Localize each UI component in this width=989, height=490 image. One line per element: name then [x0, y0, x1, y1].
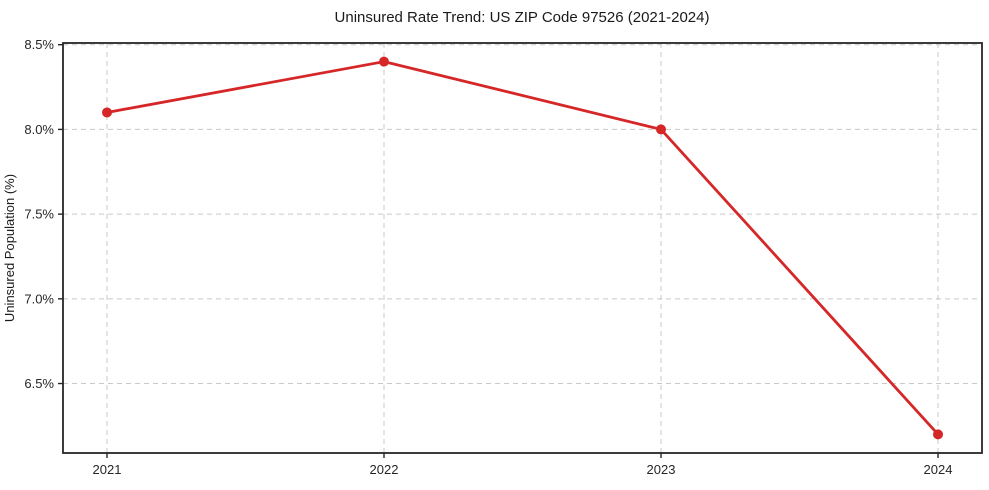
- y-tick-label: 6.5%: [24, 376, 54, 391]
- data-point-marker: [656, 124, 666, 135]
- y-axis-label: Uninsured Population (%): [2, 174, 17, 322]
- y-tick-label: 8.5%: [24, 37, 54, 52]
- x-tick-label: 2022: [370, 462, 399, 477]
- trend-line: [105, 60, 940, 436]
- line-series: [102, 56, 943, 440]
- data-point-marker: [102, 107, 112, 118]
- y-tick-label: 7.0%: [24, 291, 54, 306]
- data-point-marker: [933, 429, 943, 440]
- x-tick-label: 2021: [93, 462, 122, 477]
- chart-title: Uninsured Rate Trend: US ZIP Code 97526 …: [335, 9, 710, 26]
- x-tick-label: 2023: [647, 462, 676, 477]
- x-tick-label: 2024: [924, 462, 953, 477]
- y-tick-label: 7.5%: [24, 207, 54, 222]
- axes-spines: [58, 42, 983, 458]
- gridlines: [63, 43, 982, 453]
- data-point-marker: [379, 56, 389, 67]
- tick-labels: 6.5% 7.0% 7.5% 8.0% 8.5% 2021 2022 2023 2024: [24, 37, 952, 477]
- plot-border: [62, 42, 983, 454]
- y-tick-label: 8.0%: [24, 122, 54, 137]
